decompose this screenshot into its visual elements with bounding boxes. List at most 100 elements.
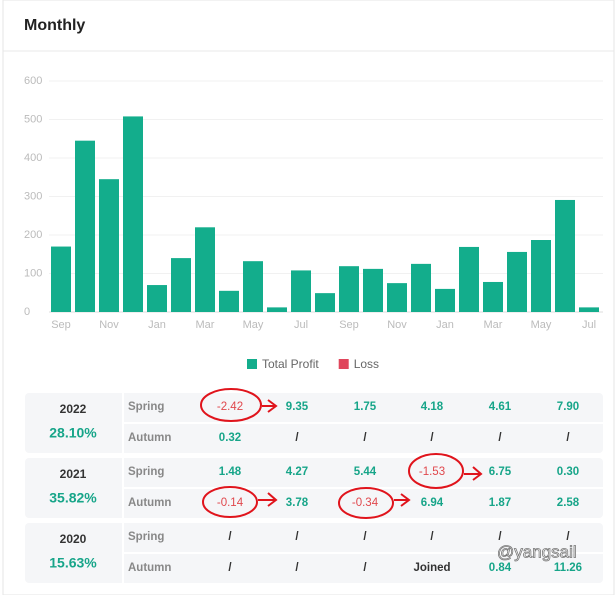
arrow [262, 399, 278, 413]
month-return: 1.87 [489, 497, 511, 509]
month-return: 1.75 [354, 401, 377, 413]
bar [435, 288, 455, 312]
season: Autumn [128, 432, 171, 444]
month-return: / [498, 531, 502, 543]
month-return: / [363, 432, 367, 444]
season: Autumn [128, 497, 171, 509]
bar [483, 281, 503, 312]
month-return: / [228, 531, 232, 543]
x-tick-label: Mar [484, 319, 503, 331]
bar [459, 246, 479, 312]
month-return: 4.27 [286, 466, 308, 478]
bar [51, 246, 71, 312]
year: 2022 [60, 402, 87, 416]
y-tick-label: 400 [24, 152, 42, 164]
month-return: / [566, 432, 570, 444]
month-return: / [363, 562, 367, 574]
circle [338, 487, 394, 519]
month-return: 0.30 [557, 466, 579, 478]
bar [171, 258, 191, 312]
x-tick-label: Sep [339, 319, 359, 331]
season: Autumn [128, 562, 171, 574]
legend-swatch [338, 359, 349, 369]
x-tick-label: May [243, 319, 264, 331]
month-return: 4.18 [421, 401, 444, 413]
bar [243, 261, 263, 312]
bar [411, 263, 431, 312]
y-tick-label: 100 [24, 267, 42, 279]
bar [363, 268, 383, 312]
bar [267, 307, 287, 312]
month-return: -2.42 [217, 401, 243, 413]
season: Spring [128, 531, 164, 543]
x-tick-label: Jan [436, 319, 454, 331]
month-return: 1.48 [219, 466, 242, 478]
bar [579, 307, 599, 312]
season: Spring [128, 466, 164, 478]
x-tick-label: Sep [51, 319, 71, 331]
circle [200, 388, 262, 422]
month-return: / [228, 562, 232, 574]
month-return: 6.75 [489, 466, 512, 478]
bar [99, 179, 119, 312]
card-title: Monthly [24, 17, 85, 34]
bar [219, 290, 239, 312]
x-tick-label: Nov [99, 319, 119, 331]
y-tick-label: 500 [24, 113, 42, 125]
y-tick-label: 300 [24, 190, 42, 202]
month-return: / [498, 432, 502, 444]
x-tick-label: Nov [387, 319, 407, 331]
month-return: 3.78 [286, 497, 309, 509]
annotations [200, 388, 483, 519]
x-tick-label: Mar [196, 319, 215, 331]
bar [123, 116, 143, 312]
circle [408, 453, 464, 489]
month-return: 4.61 [489, 401, 512, 413]
arrow [394, 493, 411, 507]
x-tick-label: Jul [582, 319, 596, 331]
season: Spring [128, 401, 164, 413]
month-return: / [363, 531, 367, 543]
x-tick-label: Jul [294, 319, 308, 331]
bar [339, 266, 359, 312]
x-tick-label: May [531, 319, 552, 331]
year: 2020 [60, 532, 87, 546]
month-return: / [295, 531, 299, 543]
y-tick-label: 600 [24, 75, 42, 87]
bar [507, 251, 527, 312]
year-return: 35.82% [49, 490, 97, 506]
month-return: 0.32 [219, 432, 241, 444]
bar [147, 285, 167, 312]
bar [291, 270, 311, 312]
bar [195, 227, 215, 312]
month-return: / [430, 531, 434, 543]
month-return: -0.14 [217, 497, 244, 509]
month-return: 5.44 [354, 466, 377, 478]
month-return: -1.53 [419, 466, 445, 478]
year-return: 28.10% [49, 425, 97, 441]
month-return: 0.84 [489, 562, 512, 574]
month-return: / [566, 531, 570, 543]
year-return: 15.63% [49, 555, 97, 571]
bar [387, 283, 407, 312]
y-tick-label: 0 [24, 306, 30, 318]
month-return: -0.34 [352, 497, 379, 509]
month-return: 9.35 [286, 401, 309, 413]
bar [315, 293, 335, 312]
month-return: 11.26 [554, 562, 582, 574]
bar [75, 140, 95, 312]
arrow [464, 466, 483, 481]
bar [531, 240, 551, 312]
bar [555, 199, 575, 312]
x-tick-label: Jan [148, 319, 166, 331]
year: 2021 [60, 467, 87, 481]
month-return: 7.90 [557, 401, 579, 413]
month-return: / [430, 432, 434, 444]
legend-swatch [247, 359, 257, 369]
circle [202, 486, 258, 518]
month-return: / [295, 562, 299, 574]
y-tick-label: 200 [24, 229, 42, 241]
arrow [258, 492, 278, 507]
